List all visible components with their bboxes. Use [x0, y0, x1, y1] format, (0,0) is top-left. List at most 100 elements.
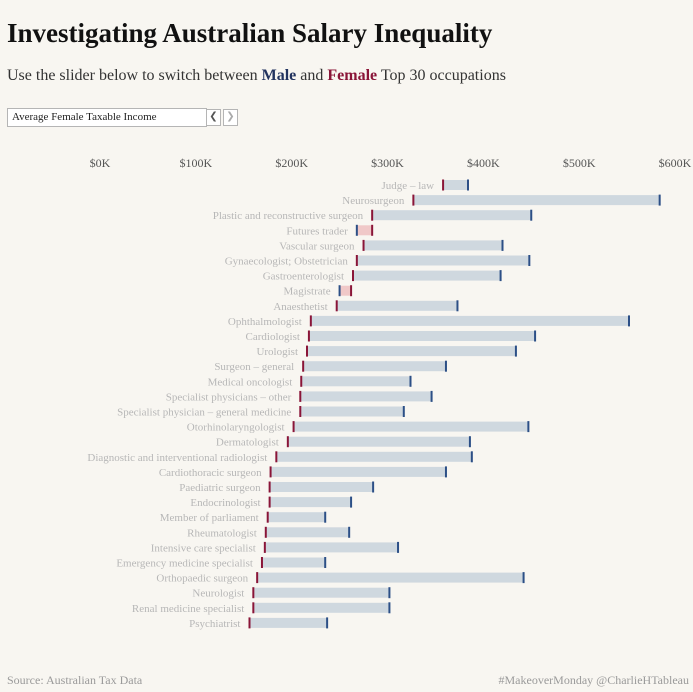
gap-bar: [308, 331, 536, 341]
gap-bar: [339, 285, 352, 296]
salary-dumbbell-chart: $0K $100K $200K $300K $400K $500K $600K Judge –…: [87, 156, 691, 630]
female-income-marker: [442, 179, 445, 191]
male-income-marker: [628, 315, 630, 327]
male-income-marker: [467, 179, 469, 191]
chevron-right-icon[interactable]: ❯: [223, 109, 238, 126]
measure-selector[interactable]: Average Female Taxable Income: [7, 108, 207, 127]
occupation-label: Member of parliament: [160, 512, 259, 524]
male-income-marker: [522, 572, 525, 584]
gap-bar: [356, 225, 373, 236]
gap-bar: [267, 512, 326, 523]
female-income-marker: [252, 587, 255, 599]
female-income-marker: [412, 194, 415, 206]
male-income-marker: [530, 209, 533, 221]
source-note: Source: Australian Tax Data: [7, 673, 143, 687]
male-income-marker: [456, 300, 459, 312]
occupation-label: Cardiologist: [246, 331, 300, 343]
x-tick-label: $200K: [275, 156, 308, 170]
male-income-marker: [388, 602, 391, 614]
male-income-marker: [444, 360, 447, 372]
male-income-marker: [409, 375, 412, 387]
female-income-marker: [362, 239, 365, 251]
female-income-marker: [309, 315, 312, 327]
occupation-label: Dermatologist: [216, 437, 279, 449]
occupation-label: Specialist physicians – other: [166, 391, 292, 403]
male-income-marker: [658, 194, 661, 206]
occupation-label: Medical oncologist: [208, 376, 293, 388]
male-income-marker: [324, 511, 327, 523]
male-income-marker: [397, 541, 400, 553]
x-tick-label: $100K: [179, 156, 212, 170]
female-income-marker: [266, 511, 269, 523]
male-income-marker: [324, 557, 327, 568]
subtitle-male-highlight: Male: [261, 67, 297, 84]
occupation-label: Diagnostic and interventional radiologis…: [87, 452, 267, 464]
occupation-label: Rheumatologist: [187, 527, 257, 539]
occupation-label: Ophthalmologist: [228, 316, 302, 328]
male-income-marker: [468, 436, 471, 448]
gap-bar: [253, 587, 390, 598]
male-income-marker: [326, 617, 329, 629]
female-income-marker: [371, 224, 374, 236]
male-income-marker: [350, 496, 353, 508]
female-income-marker: [307, 330, 310, 342]
page-title: Investigating Australian Salary Inequali…: [7, 18, 493, 48]
female-income-marker: [306, 345, 308, 357]
female-income-marker: [292, 421, 295, 433]
gap-bar: [270, 466, 446, 477]
occupation-label: Cardiothoracic surgeon: [159, 467, 262, 479]
gap-bar: [301, 376, 411, 387]
male-income-marker: [338, 285, 341, 297]
occupation-label: Specialist physician – general medicine: [117, 407, 291, 419]
male-income-marker: [527, 421, 530, 433]
gap-bar: [257, 572, 524, 583]
female-income-marker: [302, 360, 305, 372]
occupation-label: Neurologist: [192, 588, 244, 600]
occupation-label: Surgeon – general: [214, 361, 294, 373]
male-income-marker: [528, 255, 531, 266]
gap-bar: [307, 346, 516, 357]
female-income-marker: [335, 300, 338, 312]
page-subtitle: Use the slider below to switch between M…: [7, 67, 506, 85]
male-income-marker: [355, 224, 358, 236]
male-income-marker: [430, 390, 433, 402]
gap-bar: [293, 421, 529, 432]
gap-bar: [443, 180, 468, 190]
x-tick-label: $400K: [467, 156, 500, 170]
occupation-label: Magistrate: [284, 286, 331, 298]
male-income-marker: [470, 451, 473, 463]
female-income-marker: [299, 390, 302, 402]
occupation-label: Vascular surgeon: [279, 240, 355, 252]
gap-bar: [353, 270, 501, 281]
occupation-label: Otorhinolaryngologist: [187, 422, 285, 434]
subtitle-text-and: and: [296, 67, 328, 84]
gap-bar: [413, 195, 660, 206]
occupation-label: Gastroenterologist: [263, 271, 344, 283]
male-income-marker: [501, 239, 504, 251]
chevron-left-icon[interactable]: ❮: [206, 109, 221, 126]
female-income-marker: [260, 557, 263, 568]
occupation-label: Anaesthetist: [273, 301, 327, 313]
female-income-marker: [350, 285, 353, 297]
occupation-label: Emergency medicine specialist: [116, 558, 253, 570]
male-income-marker: [534, 330, 537, 342]
gap-bar: [265, 527, 350, 538]
female-income-marker: [268, 496, 271, 508]
male-income-marker: [402, 406, 405, 417]
female-income-marker: [269, 466, 272, 478]
gap-bar: [261, 557, 326, 568]
x-tick-label: $0K: [90, 156, 111, 170]
gap-bar: [264, 542, 399, 553]
occupation-label: Futures trader: [286, 225, 348, 237]
female-income-marker: [248, 617, 251, 629]
occupation-label: Gynaecologist; Obstetrician: [225, 256, 349, 268]
female-income-marker: [371, 209, 374, 221]
gap-bar: [356, 255, 530, 266]
x-tick-label: $500K: [563, 156, 596, 170]
female-income-marker: [299, 406, 302, 417]
occupation-label: Orthopaedic surgeon: [156, 573, 248, 585]
gap-bar: [287, 436, 470, 447]
x-tick-label: $300K: [371, 156, 404, 170]
subtitle-text-post: Top 30 occupations: [377, 67, 506, 84]
female-income-marker: [256, 572, 259, 584]
